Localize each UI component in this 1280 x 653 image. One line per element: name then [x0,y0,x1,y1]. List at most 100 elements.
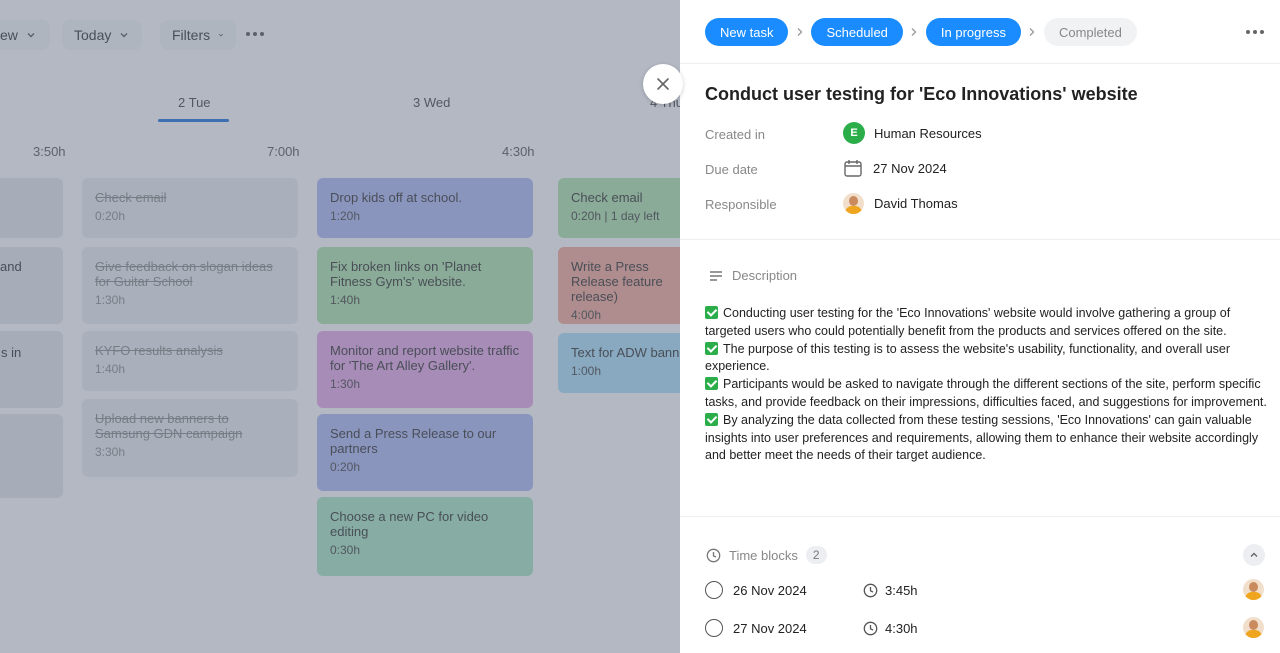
time-block-row[interactable]: 27 Nov 2024 4:30h [705,617,1265,639]
task-duration: 4:00h [571,308,602,322]
task-card[interactable]: Monitor and report website traffic for '… [317,331,533,408]
description-item-text: By analyzing the data collected from the… [705,412,1259,463]
task-title: Write a Press Release feature release) [571,259,663,304]
time-blocks-header: Time blocks 2 [706,546,827,564]
task-card[interactable]: Upload new banners to Samsung GDN campai… [82,399,298,477]
description-item: Conducting user testing for the 'Eco Inn… [705,305,1270,341]
task-title: Drop kids off at school. [330,190,462,205]
due-date-text: 27 Nov 2024 [873,160,947,176]
created-in-value[interactable]: E Human Resources [843,122,982,144]
status-step-scheduled[interactable]: Scheduled [811,18,903,46]
description-item-text: The purpose of this testing is to assess… [705,341,1231,374]
avatar [1243,579,1264,600]
task-title: Send a Press Release to our partners [330,426,497,456]
chevron-right-icon [903,27,926,37]
task-card[interactable]: Check email 0:20h [82,178,298,238]
today-dropdown[interactable]: Today [62,20,142,50]
today-label: Today [74,27,112,43]
avatar [1243,617,1264,638]
task-title: Monitor and report website traffic for '… [330,343,520,373]
task-card[interactable]: Give feedback on slogan ideas for Guitar… [82,247,298,324]
description-header: Description [709,268,797,283]
task-detail-panel: New task Scheduled In progress Completed… [680,0,1280,653]
time-block-date: 27 Nov 2024 [733,621,807,636]
chevron-up-icon [1250,552,1258,557]
more-options-icon[interactable] [1246,30,1264,34]
description-item-text: Conducting user testing for the 'Eco Inn… [705,306,1231,338]
task-card[interactable]: and [0,247,63,324]
clock-icon [863,621,878,636]
task-card[interactable]: Drop kids off at school. 1:20h [317,178,533,238]
view-dropdown[interactable]: ew [0,20,50,50]
task-card[interactable] [0,414,63,498]
status-step-completed[interactable]: Completed [1043,18,1137,46]
task-card[interactable]: Choose a new PC for video editing 0:30h [317,497,533,576]
task-title: and [0,259,22,274]
check-mark-icon [705,306,718,319]
status-stepper: New task Scheduled In progress Completed [705,18,1137,46]
chevron-right-icon [1021,27,1044,37]
status-step-new-task[interactable]: New task [705,18,789,46]
description-item: By analyzing the data collected from the… [705,412,1270,465]
divider [680,239,1280,240]
description-text[interactable]: Conducting user testing for the 'Eco Inn… [705,305,1270,465]
time-block-row[interactable]: 26 Nov 2024 3:45h [705,579,1265,601]
day-tab-tue[interactable]: 2 Tue [178,95,211,110]
task-card[interactable]: KYFO results analysis 1:40h [82,331,298,391]
task-card[interactable]: Fix broken links on 'Planet Fitness Gym'… [317,247,533,324]
time-block-hours: 3:45h [885,583,918,598]
workspace-badge: E [843,122,865,144]
task-title: Choose a new PC for video editing [330,509,489,539]
chevron-down-icon [27,33,35,38]
check-mark-icon [705,341,718,355]
task-title[interactable]: Conduct user testing for 'Eco Innovation… [705,84,1138,104]
selected-day-indicator [158,119,229,122]
close-panel-button[interactable] [643,64,683,104]
chevron-down-icon [120,33,128,38]
task-card[interactable]: Send a Press Release to our partners 0:2… [317,414,533,491]
task-duration: 1:20h [330,209,361,223]
task-title: KYFO results analysis [95,343,223,358]
text-lines-icon [710,270,722,281]
task-duration: 1:30h [95,293,126,307]
time-blocks-count: 2 [805,546,827,564]
task-duration: 3:30h [95,445,126,459]
chevron-down-icon [219,33,224,37]
task-card[interactable] [0,178,63,238]
more-icon[interactable] [246,26,268,42]
description-item-text: Participants would be asked to navigate … [705,377,1267,409]
time-block-checkbox[interactable] [705,581,723,599]
task-title: Fix broken links on 'Planet Fitness Gym'… [330,259,482,289]
responsible-value[interactable]: David Thomas [843,192,958,214]
check-mark-icon [705,377,718,391]
time-block-date: 26 Nov 2024 [733,583,807,598]
view-label: ew [0,27,18,43]
day-tab-wed[interactable]: 3 Wed [413,95,451,110]
status-step-in-progress[interactable]: In progress [925,18,1021,46]
task-duration: 0:20h | 1 day left [571,209,660,223]
task-title: s in [1,345,22,360]
divider [680,63,1280,64]
divider [680,516,1280,517]
due-date-label: Due date [705,162,758,177]
task-duration: 1:30h [330,377,361,391]
filters-dropdown[interactable]: Filters [160,20,236,50]
collapse-button[interactable] [1243,544,1265,566]
calendar-toolbar: ew Today Filters [0,0,680,70]
task-title: Text for ADW banners [571,345,698,360]
description-item: Participants would be asked to navigate … [705,376,1270,412]
task-duration: 0:20h [95,209,126,223]
check-mark-icon [705,412,718,426]
task-duration: 0:20h [330,460,361,474]
day-duration: 7:00h [267,144,300,159]
clock-icon [706,548,721,562]
chevron-right-icon [788,27,811,37]
time-block-checkbox[interactable] [705,619,723,637]
description-label: Description [732,268,798,283]
time-block-hours: 4:30h [885,621,918,636]
task-card[interactable]: s in [0,331,63,408]
filters-label: Filters [172,27,211,43]
task-title: Check email [95,190,167,205]
due-date-value[interactable]: 27 Nov 2024 [843,157,947,179]
task-title: Give feedback on slogan ideas for Guitar… [95,259,273,289]
